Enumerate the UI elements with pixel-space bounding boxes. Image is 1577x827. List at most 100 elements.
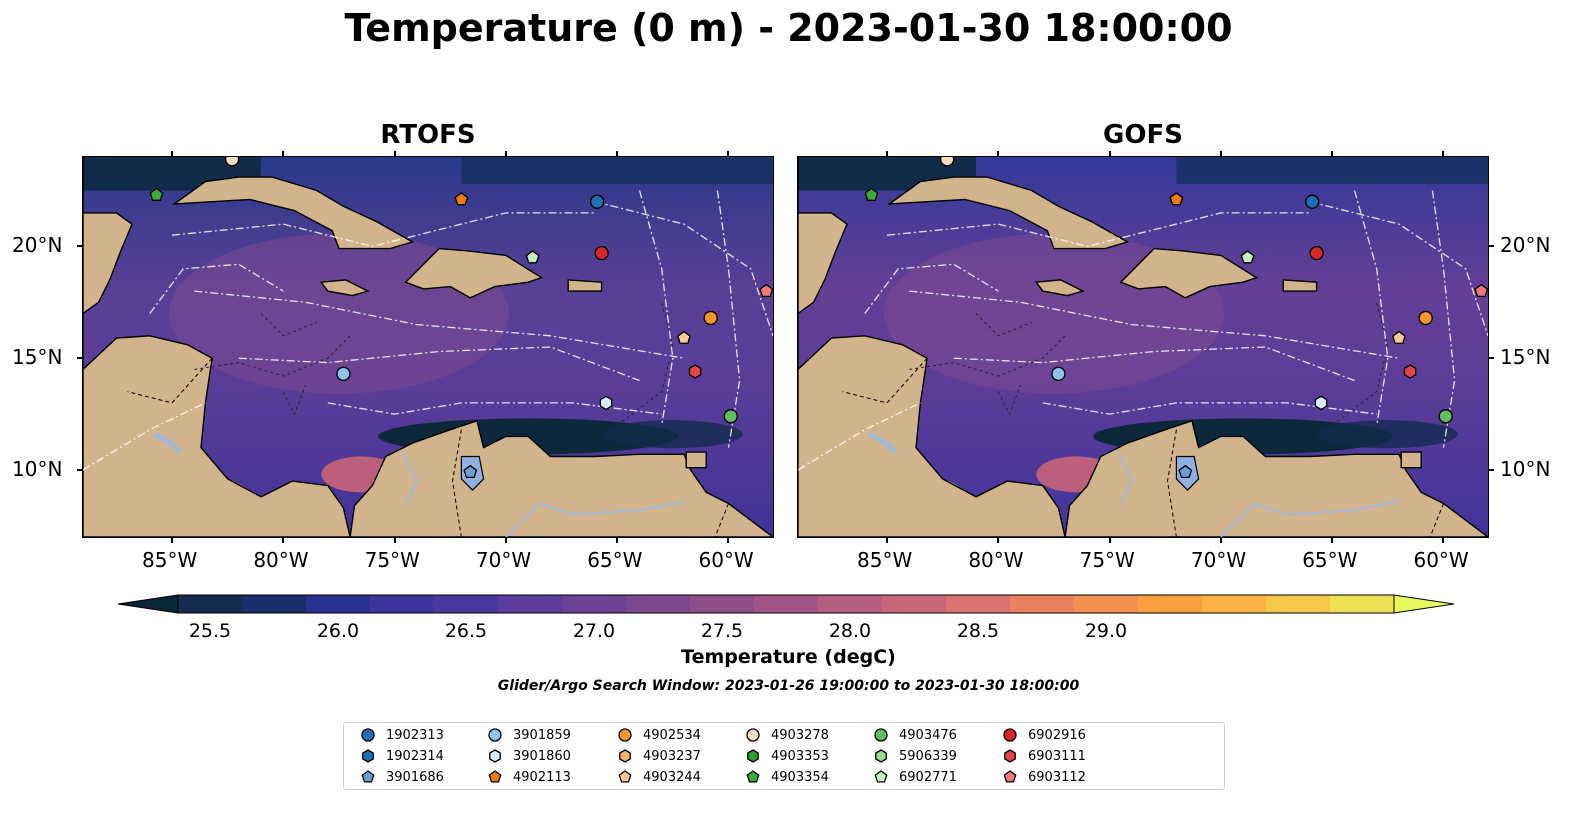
float-marker-6902916[interactable]: [1309, 245, 1324, 261]
land-south-america: [1064, 419, 1488, 537]
legend-item-4903354[interactable]: 4903354: [745, 769, 829, 785]
float-marker-6903111[interactable]: [1403, 364, 1417, 379]
colorbar-segment: [1266, 595, 1331, 613]
legend-marker-circle[interactable]: [874, 728, 888, 742]
float-marker-3901859[interactable]: [336, 366, 351, 381]
legend-item-4902113[interactable]: 4902113: [487, 769, 571, 785]
legend-marker-pentagon[interactable]: [361, 770, 375, 783]
float-marker-4902534[interactable]: [1418, 310, 1433, 326]
legend-item-4903244[interactable]: 4903244: [617, 769, 701, 785]
bathymetry-contour: [194, 335, 351, 377]
legend-item-6903111[interactable]: 6903111: [1002, 748, 1086, 764]
float-marker-3901686[interactable]: [463, 464, 478, 479]
float-marker-6903111[interactable]: [688, 364, 702, 379]
colorbar-segment: [434, 595, 499, 613]
float-marker-4903476[interactable]: [723, 409, 738, 424]
colorbar-tick-label: 29.0: [1084, 620, 1128, 642]
legend-marker-circle[interactable]: [618, 728, 632, 742]
legend-item-5906339[interactable]: 5906339: [873, 748, 957, 764]
legend-item-6902916[interactable]: 6902916: [1002, 727, 1086, 743]
float-marker-3901860[interactable]: [1314, 395, 1328, 411]
legend-item-3901859[interactable]: 3901859: [487, 727, 571, 743]
legend-label: 4902113: [513, 769, 571, 785]
float-marker-4903244[interactable]: [677, 330, 691, 344]
legend-item-4903278[interactable]: 4903278: [745, 727, 829, 743]
legend-marker-hexagon[interactable]: [489, 749, 501, 763]
x-tick-mark: [727, 151, 730, 157]
float-marker-4902113[interactable]: [1169, 192, 1184, 206]
legend-marker-circle[interactable]: [1003, 728, 1017, 742]
land-puerto-rico: [1282, 279, 1318, 292]
colorbar-tick-label: 27.5: [700, 620, 744, 642]
colorbar-segment: [370, 595, 435, 613]
legend-marker-hexagon[interactable]: [619, 749, 631, 763]
legend-marker-pentagon[interactable]: [874, 770, 888, 783]
x-tick-label-gofs: 75°W: [1079, 548, 1135, 572]
float-marker-4903244[interactable]: [1392, 330, 1406, 344]
x-tick-mark: [886, 151, 889, 157]
land-central-america: [798, 157, 1066, 537]
float-marker-1902313[interactable]: [1305, 194, 1320, 209]
legend-marker-hexagon[interactable]: [362, 749, 374, 763]
float-marker-4902113[interactable]: [454, 192, 469, 206]
x-tick-mark: [1108, 151, 1111, 157]
float-marker-3901860[interactable]: [599, 395, 613, 411]
legend-marker-circle[interactable]: [361, 728, 375, 742]
float-marker-6902771[interactable]: [1240, 250, 1255, 264]
legend-item-6902771[interactable]: 6902771: [873, 769, 957, 785]
panel-title-gofs: GOFS: [1103, 120, 1183, 150]
float-marker-3901859[interactable]: [1051, 366, 1066, 381]
legend-label: 1902313: [386, 727, 444, 743]
colorbar-segment: [626, 595, 691, 613]
colorbar-tick-label: 25.5: [188, 620, 232, 642]
legend-label: 4903278: [771, 727, 829, 743]
float-marker-6902916[interactable]: [594, 245, 609, 261]
float-marker-1902313[interactable]: [590, 194, 605, 209]
atlantic-cool-water: [461, 157, 773, 184]
x-tick-mark: [171, 151, 174, 157]
x-tick-mark: [504, 537, 507, 543]
float-marker-4903354[interactable]: [149, 187, 164, 201]
legend-item-6903112[interactable]: 6903112: [1002, 769, 1086, 785]
bathymetry-contour: [616, 302, 674, 426]
float-marker-4902534[interactable]: [703, 310, 718, 326]
float-marker-4903278[interactable]: [224, 157, 240, 167]
colorbar-tick-label: 26.5: [444, 620, 488, 642]
legend-label: 6903111: [1028, 748, 1086, 764]
x-tick-mark: [282, 151, 285, 157]
eez-boundary: [798, 402, 921, 471]
legend-item-4903237[interactable]: 4903237: [617, 748, 701, 764]
float-marker-4903476[interactable]: [1438, 409, 1453, 424]
float-marker-6903112[interactable]: [759, 283, 773, 298]
float-marker-6902771[interactable]: [525, 250, 540, 264]
legend-marker-pentagon[interactable]: [488, 770, 502, 783]
legend-marker-hexagon[interactable]: [875, 749, 887, 763]
legend-marker-pentagon[interactable]: [746, 770, 760, 783]
legend-marker-pentagon[interactable]: [1003, 770, 1017, 783]
eez-boundary: [886, 212, 1310, 248]
legend-marker-circle[interactable]: [746, 728, 760, 742]
legend-item-3901860[interactable]: 3901860: [487, 748, 571, 764]
x-tick-label-rtofs: 65°W: [587, 548, 643, 572]
legend-item-1902313[interactable]: 1902313: [360, 727, 444, 743]
x-tick-mark: [1331, 151, 1334, 157]
float-marker-4903354[interactable]: [864, 187, 879, 201]
legend-marker-hexagon[interactable]: [747, 749, 759, 763]
legend-item-4902534[interactable]: 4902534: [617, 727, 701, 743]
legend-item-3901686[interactable]: 3901686: [360, 769, 444, 785]
border-line: [1166, 429, 1177, 537]
legend-item-1902314[interactable]: 1902314: [360, 748, 444, 764]
float-marker-4903278[interactable]: [939, 157, 955, 167]
legend-item-4903476[interactable]: 4903476: [873, 727, 957, 743]
legend-label: 3901686: [386, 769, 444, 785]
map-panel-rtofs: [82, 156, 774, 538]
float-marker-6903112[interactable]: [1474, 283, 1488, 298]
legend-marker-pentagon[interactable]: [618, 770, 632, 783]
legend-label: 4903237: [643, 748, 701, 764]
x-tick-label-gofs: 85°W: [857, 548, 913, 572]
legend-marker-circle[interactable]: [488, 728, 502, 742]
legend-item-4903353[interactable]: 4903353: [745, 748, 829, 764]
legend-label: 4903476: [899, 727, 957, 743]
float-marker-3901686[interactable]: [1178, 464, 1193, 479]
legend-marker-hexagon[interactable]: [1004, 749, 1016, 763]
